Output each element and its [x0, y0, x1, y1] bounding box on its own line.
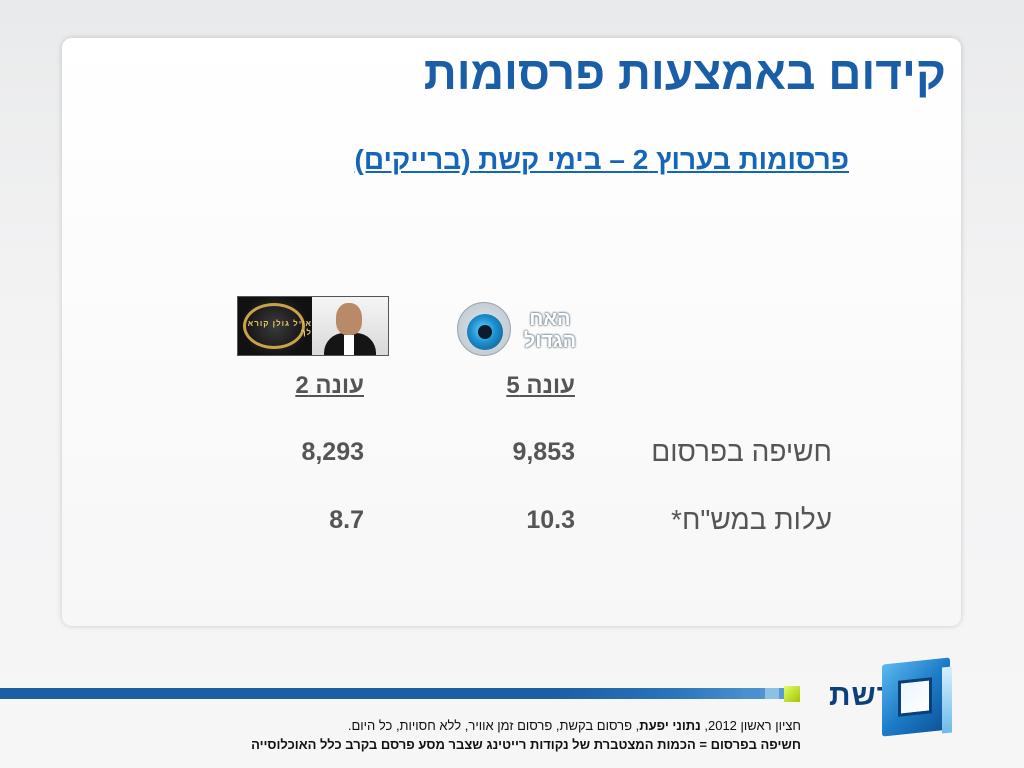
portrait-shirt [344, 335, 354, 355]
eye-pupil [478, 325, 492, 339]
eye-icon [457, 302, 511, 356]
eyal-logo-ring [243, 303, 305, 349]
big-brother-logo-text: האח הגדול [523, 308, 577, 352]
cost-season-2-value: 8.7 [329, 506, 364, 534]
eyal-golan-show-logo: אייל גולן קורא לך [237, 296, 389, 356]
reshet-logo-icon [882, 657, 954, 737]
portrait-face [336, 303, 362, 335]
cost-season-5-value: 10.3 [526, 506, 575, 534]
footnote-source-bold: נתוני יפעת [639, 718, 701, 733]
reshet-logo-side [942, 666, 952, 734]
footer-stripe-segment-light [765, 688, 779, 699]
footnote-source-end: , פרסום בקשת, פרסום זמן אוויר, ללא חסויו… [347, 718, 640, 733]
big-brother-logo: האח הגדול [457, 300, 590, 358]
slide-title: קידום באמצעות פרסומות [423, 47, 946, 99]
exposure-season-5-value: 9,853 [512, 438, 575, 466]
slide-subtitle: פרסומות בערוץ 2 – בימי קשת (ברייקים) [354, 144, 849, 175]
eyal-logo-text: אייל גולן קורא לך [247, 319, 312, 337]
reshet-logo-window [898, 677, 932, 717]
eyal-logo-emblem: אייל גולן קורא לך [238, 297, 312, 355]
footnote-source: חציון ראשון 2012, נתוני יפעת, פרסום בקשת… [348, 718, 801, 733]
exposure-season-2-value: 8,293 [301, 438, 364, 466]
column-header-season-5: עונה 5 [506, 372, 575, 399]
row-label-exposure: חשיפה בפרסום [651, 436, 832, 467]
eyal-logo-portrait [312, 297, 388, 355]
footer-stripe [0, 688, 792, 699]
column-header-season-2: עונה 2 [295, 372, 364, 399]
footer-stripe-segment [742, 688, 760, 699]
footnote-definition: חשיפה בפרסום = הכמות המצטברת של נקודות ר… [251, 737, 801, 752]
footnote-source-start: חציון ראשון 2012, [700, 718, 801, 733]
footer-accent-square [784, 686, 800, 702]
row-label-cost: עלות במש"ח* [671, 504, 832, 535]
slide-card [62, 38, 961, 626]
